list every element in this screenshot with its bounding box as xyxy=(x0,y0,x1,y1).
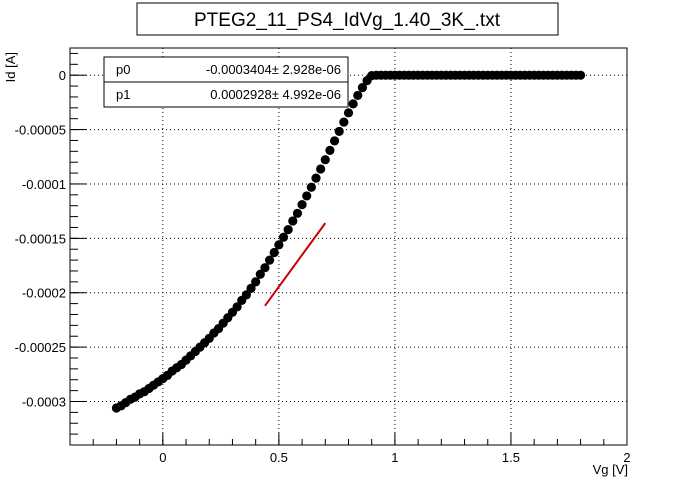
data-point xyxy=(241,290,251,300)
chart-title-box xyxy=(136,2,559,36)
data-point xyxy=(288,216,298,226)
y-axis-label: Id [A] xyxy=(3,52,18,82)
data-point xyxy=(232,302,242,312)
data-point xyxy=(269,247,279,258)
stat-name-p0: p0 xyxy=(116,62,130,77)
y-tick-label: -0.0002 xyxy=(22,286,66,301)
y-tick-label: 0 xyxy=(59,68,66,83)
data-point xyxy=(329,136,340,146)
series-layer xyxy=(111,70,586,413)
data-point xyxy=(353,90,363,101)
x-tick-label: 1.5 xyxy=(502,450,520,465)
y-tick-label: -0.00025 xyxy=(15,340,66,355)
data-point xyxy=(575,70,586,80)
data-point xyxy=(339,117,349,127)
stat-value-p0: -0.0003404± 2.928e-06 xyxy=(206,62,341,77)
data-point xyxy=(316,164,326,174)
data-point xyxy=(302,191,312,201)
data-point xyxy=(334,126,344,137)
data-point xyxy=(278,232,289,242)
data-point xyxy=(246,283,256,293)
stat-name-p1: p1 xyxy=(116,87,130,102)
data-point xyxy=(357,82,368,93)
x-tick-label: 0 xyxy=(159,450,166,465)
data-point xyxy=(343,108,354,118)
x-tick-label: 0.5 xyxy=(270,450,288,465)
data-point xyxy=(348,99,358,109)
x-tick-label: 2 xyxy=(623,450,630,465)
data-point xyxy=(255,269,265,279)
y-tick-label: -0.00005 xyxy=(15,123,66,138)
x-axis-label: Vg [V] xyxy=(593,462,628,477)
data-point xyxy=(306,182,316,192)
data-point xyxy=(251,277,261,287)
axis-ticks xyxy=(69,52,628,446)
y-tick-label: -0.0003 xyxy=(22,394,66,409)
data-point xyxy=(260,263,270,273)
data-point xyxy=(274,240,284,250)
y-tick-label: -0.0001 xyxy=(22,177,66,192)
fit-line xyxy=(264,222,327,307)
data-point xyxy=(311,173,321,183)
stat-value-p1: 0.0002928± 4.992e-06 xyxy=(210,87,341,102)
y-tick-label: -0.00015 xyxy=(15,231,66,246)
data-point xyxy=(320,155,330,165)
tick-labels: 0 0.5 1 1.5 2 0 -0.00005 -0.0001 -0.00015 -0.0002… xyxy=(15,68,631,465)
chart-title: PTEG2_11_PS4_IdVg_1.40_3K_.txt xyxy=(194,10,501,31)
data-point xyxy=(283,225,293,235)
data-point xyxy=(325,145,335,155)
data-point xyxy=(292,208,303,218)
data-point xyxy=(297,200,307,210)
x-tick-label: 1 xyxy=(391,450,398,465)
data-point xyxy=(264,255,275,265)
